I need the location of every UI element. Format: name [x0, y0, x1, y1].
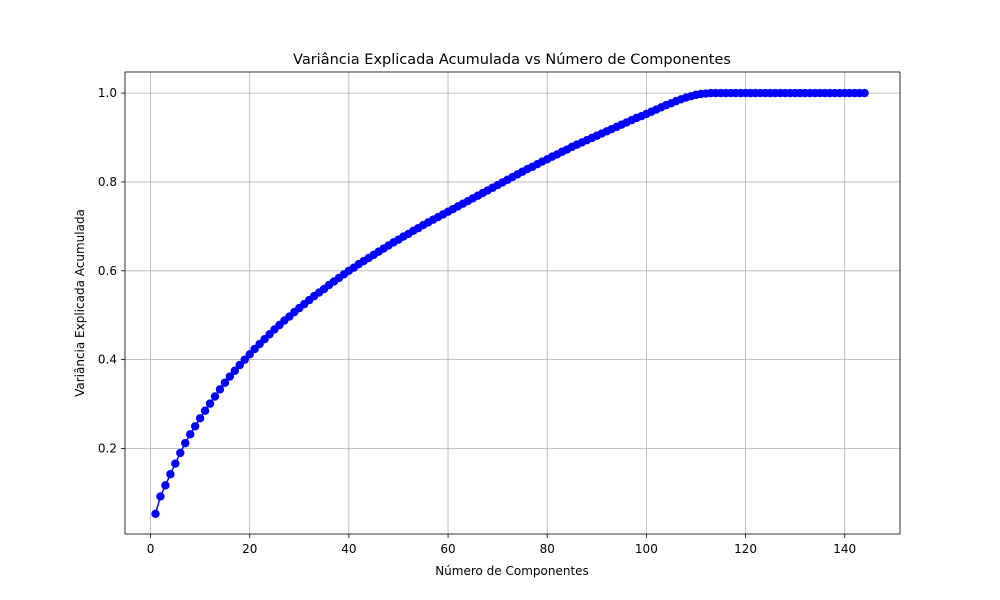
x-tick-label: 100	[635, 542, 658, 556]
y-tick-label: 1.0	[98, 86, 117, 100]
data-point	[860, 88, 869, 98]
data-point	[181, 438, 190, 448]
grid	[125, 72, 900, 534]
y-tick-label: 0.4	[98, 353, 117, 367]
data-point	[161, 481, 170, 490]
y-tick-label: 0.8	[98, 175, 117, 189]
series-layer	[151, 88, 869, 518]
x-tick-label: 40	[341, 542, 356, 556]
data-point	[235, 360, 244, 370]
chart-title: Variância Explicada Acumulada vs Número …	[293, 52, 731, 68]
y-axis-ticks: 0.2 0.4 0.6 0.8 1.0	[98, 86, 125, 455]
data-point	[220, 378, 230, 387]
y-axis-label: Variância Explicada Acumulada	[73, 209, 87, 397]
y-tick-label: 0.2	[98, 441, 117, 455]
x-tick-label: 140	[833, 542, 856, 556]
data-point	[210, 392, 220, 401]
data-point	[186, 430, 195, 439]
x-axis-ticks: 0 20 40 60 80 100 120 140	[147, 534, 856, 556]
x-tick-label: 0	[147, 542, 155, 556]
data-point	[156, 492, 165, 501]
data-point	[225, 372, 235, 381]
data-point	[195, 414, 205, 423]
plot-area-frame	[124, 71, 901, 535]
data-point	[200, 406, 210, 415]
data-point	[230, 366, 240, 375]
data-point	[215, 385, 225, 394]
data-point	[151, 509, 160, 518]
x-tick-label: 60	[440, 542, 455, 556]
data-point	[190, 422, 200, 431]
x-tick-label: 80	[540, 542, 555, 556]
x-tick-label: 20	[242, 542, 257, 556]
x-axis-label: Número de Componentes	[435, 564, 589, 578]
data-point	[205, 399, 215, 408]
data-point	[245, 350, 254, 359]
y-tick-label: 0.6	[98, 264, 117, 278]
data-point	[240, 355, 249, 364]
data-point	[171, 459, 180, 468]
data-point	[166, 470, 175, 479]
data-point	[176, 448, 185, 458]
x-tick-label: 120	[734, 542, 757, 556]
